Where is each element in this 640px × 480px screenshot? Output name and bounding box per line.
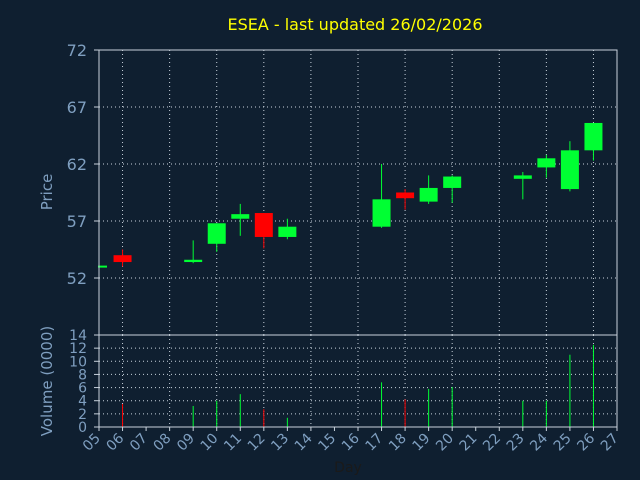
volume-y-tick-label: 2 (78, 407, 87, 423)
x-axis-ticks: 05 06 07 08 09 10 11 12 13 14 15 16 17 18 19 20 21 22 23 24… (80, 427, 622, 454)
candle-body (513, 175, 532, 179)
volume-bars (122, 344, 594, 427)
x-tick-label: 24 (527, 430, 551, 454)
chart-title: ESEA - last updated 26/02/2026 (227, 15, 482, 34)
x-tick-label: 07 (127, 431, 151, 455)
candle-body (184, 259, 203, 263)
price-y-tick-label: 67 (67, 98, 87, 117)
price-y-tick-label: 52 (67, 269, 87, 288)
volume-y-tick-label: 8 (78, 367, 87, 383)
candle-body (113, 255, 132, 263)
candle-body (419, 187, 438, 202)
price-panel-frame (98, 49, 618, 336)
volume-y-tick-label: 12 (69, 341, 87, 357)
x-tick-label: 06 (103, 430, 127, 454)
x-tick-label: 08 (151, 431, 175, 455)
x-tick-label: 23 (504, 431, 528, 455)
price-axis-label: Price (38, 174, 56, 211)
x-tick-label: 20 (433, 431, 457, 455)
candle-body (560, 150, 579, 190)
x-tick-label: 10 (198, 431, 222, 455)
candle-body (584, 122, 603, 151)
volume-axis-label: Volume (0000) (38, 326, 56, 436)
volume-y-tick-label: 0 (78, 420, 87, 436)
candle-body (254, 213, 273, 237)
candle-body (372, 199, 391, 227)
x-tick-label: 09 (174, 431, 198, 455)
x-tick-label: 22 (480, 431, 504, 455)
x-tick-label: 18 (386, 431, 410, 455)
x-tick-label: 13 (268, 431, 292, 455)
price-y-tick-label: 57 (67, 212, 87, 231)
candle-body (443, 176, 462, 188)
x-tick-label: 11 (221, 431, 245, 455)
x-tick-label: 25 (551, 431, 575, 455)
volume-y-tick-label: 4 (78, 394, 87, 410)
volume-grid (99, 335, 617, 427)
x-tick-label: 12 (245, 431, 269, 455)
price-y-ticks: 72 67 62 57 52 (67, 41, 99, 288)
volume-y-tick-label: 14 (69, 328, 87, 344)
x-tick-label: 16 (339, 430, 363, 454)
candle-body (207, 223, 226, 244)
candlestick-series (98, 122, 603, 268)
candle-body (278, 226, 297, 237)
candle-body (396, 192, 415, 199)
price-grid (99, 49, 617, 335)
price-y-tick-label: 62 (67, 155, 87, 174)
x-tick-label: 17 (362, 431, 386, 455)
candle-body (231, 214, 250, 219)
x-tick-label: 26 (574, 430, 598, 454)
x-tick-label: 15 (315, 431, 339, 455)
candle-body (537, 158, 556, 168)
volume-panel-frame (98, 334, 618, 428)
x-tick-label: 21 (457, 431, 481, 455)
volume-y-tick-label: 10 (69, 354, 87, 370)
x-tick-label: 14 (292, 430, 316, 454)
volume-y-tick-label: 6 (78, 381, 87, 397)
x-axis-label: Day (334, 460, 362, 476)
price-y-tick-label: 72 (67, 41, 87, 60)
x-tick-label: 19 (410, 431, 434, 455)
x-tick-label: 27 (598, 431, 622, 455)
